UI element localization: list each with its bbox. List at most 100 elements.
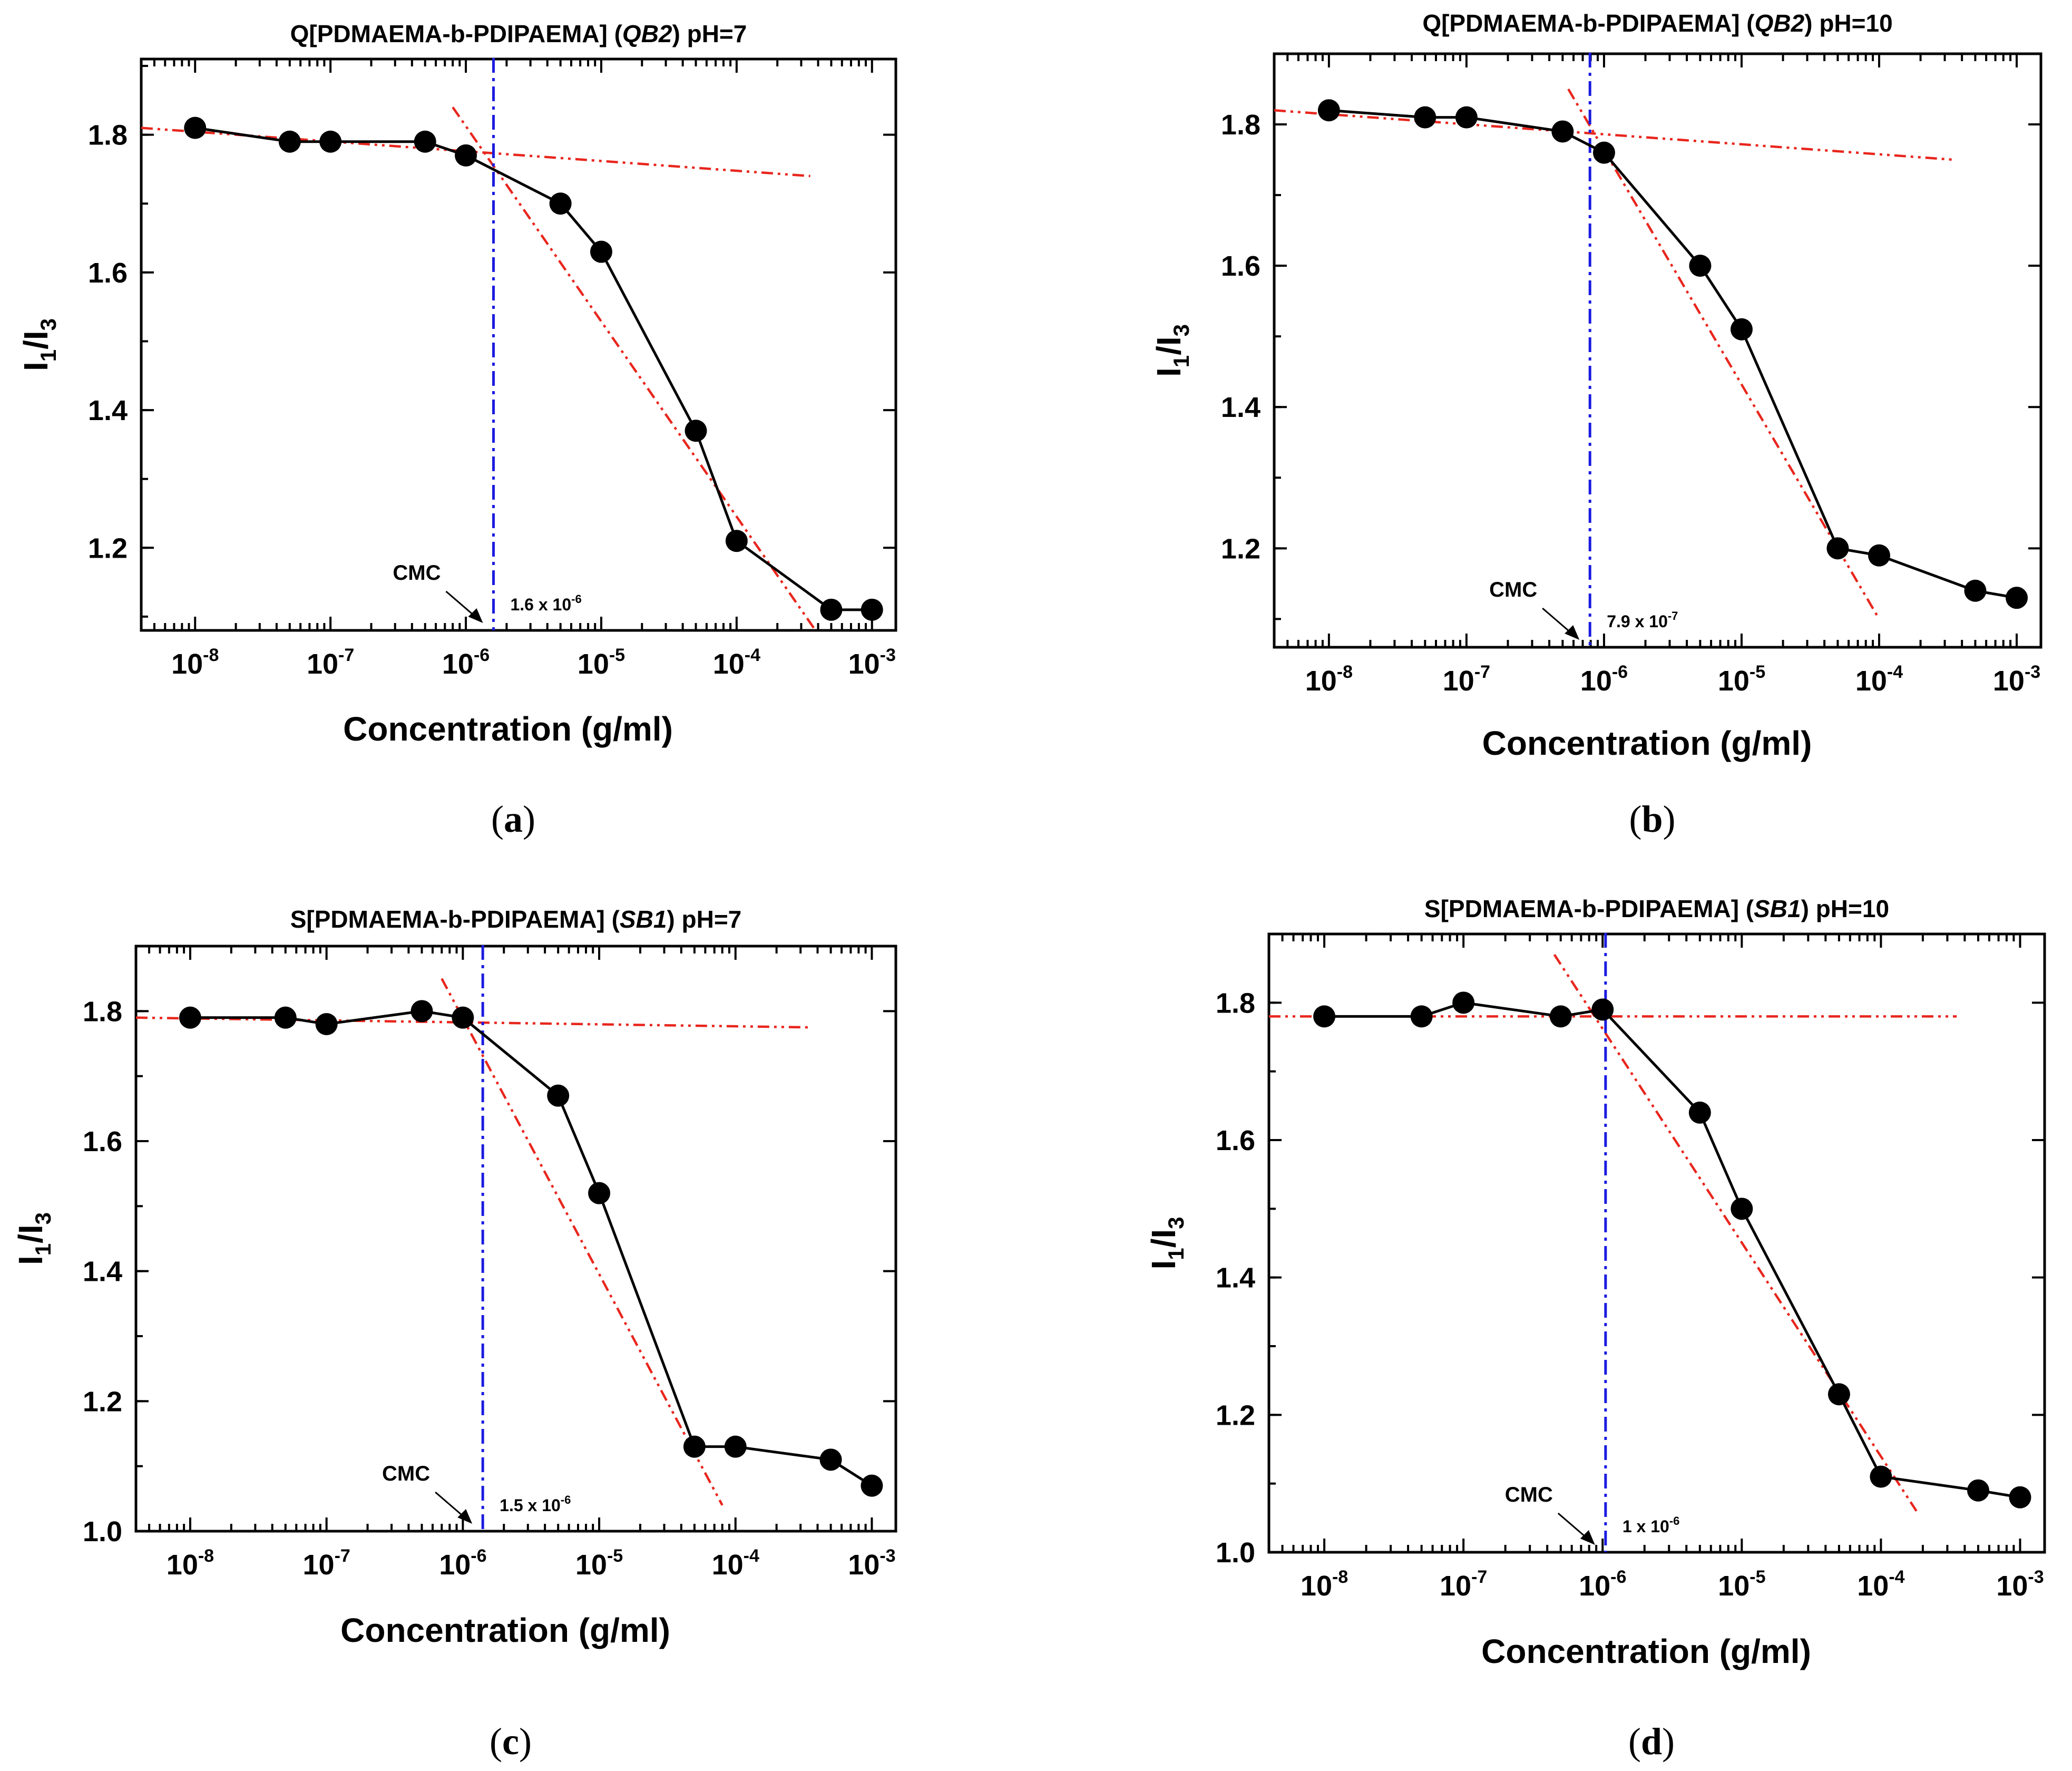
title-sample-code: SB1: [1754, 895, 1801, 922]
title-suffix: ) pH=7: [672, 20, 747, 47]
panel-title: S[PDMAEMA-b-PDIPAEMA] (SB1) pH=7: [290, 906, 742, 933]
cmc-value-exponent: -6: [1669, 1514, 1680, 1527]
title-suffix: ) pH=10: [1804, 9, 1892, 37]
y-tick-label: 1.4: [1221, 392, 1260, 423]
x-tick-label: 10-4: [712, 1546, 759, 1581]
x-tick-exponent: -7: [1474, 662, 1490, 682]
y-axis-label: I1/I3: [12, 1212, 55, 1265]
x-tick-label: 10-5: [578, 645, 625, 680]
data-point: [1317, 99, 1340, 122]
x-tick-mantissa: 10: [1857, 1570, 1889, 1602]
x-tick-mantissa: 10: [575, 1549, 607, 1581]
y-tick-label: 1.4: [88, 395, 128, 426]
x-axis-label: Concentration (g/ml): [340, 1611, 670, 1649]
data-point: [1826, 537, 1849, 560]
y-tick-label: 1.4: [83, 1256, 122, 1288]
data-point: [1591, 998, 1614, 1021]
data-point: [1688, 1101, 1711, 1124]
panel-title: Q[PDMAEMA-b-PDIPAEMA] (QB2) pH=7: [290, 20, 747, 47]
x-tick-label: 10-3: [848, 645, 896, 680]
fit-lines: [1269, 953, 1957, 1512]
cmc-value-mantissa: 1.5 x 10: [500, 1496, 561, 1515]
data-point: [1455, 106, 1478, 129]
y-label-slash: /: [1150, 346, 1188, 355]
x-tick-mantissa: 10: [1996, 1570, 2028, 1602]
x-tick-mantissa: 10: [1580, 665, 1612, 697]
y-label-slash: /: [12, 1234, 50, 1243]
x-tick-mantissa: 10: [1440, 1570, 1471, 1602]
data-point: [819, 1448, 842, 1471]
x-tick-label: 10-7: [302, 1546, 350, 1581]
panel-letter-open: (: [1628, 1720, 1641, 1763]
fit-lines: [1274, 88, 1954, 620]
data-point: [2006, 587, 2028, 609]
cmc-value-mantissa: 1.6 x 10: [510, 595, 571, 614]
data-point: [184, 116, 207, 139]
x-tick-label: 10-3: [1993, 662, 2040, 697]
data-point: [1551, 120, 1574, 143]
cmc-arrow-head: [468, 608, 483, 623]
x-tick-mantissa: 10: [848, 648, 880, 680]
data-point: [319, 130, 342, 153]
y-label-sub1: 1: [36, 349, 61, 362]
x-tick-label: 10-8: [1305, 662, 1353, 697]
y-label-sub1: 1: [1169, 355, 1194, 367]
plot-frame: [1267, 932, 2046, 1554]
x-tick-exponent: -5: [1750, 662, 1765, 682]
y-label-slash: /: [17, 340, 55, 349]
x-tick-mantissa: 10: [1855, 665, 1887, 697]
data-point: [1827, 1383, 1850, 1406]
cmc-value-exponent: -7: [1668, 609, 1678, 622]
chart-panel-b: 10-8 10-7 10-6 10-5 10-4 10-31.21.41.61.8CMC7…: [1150, 9, 2042, 840]
x-tick-exponent: -6: [1610, 1567, 1626, 1587]
y-label-i1: I: [17, 362, 55, 371]
x-axis-label: Concentration (g/ml): [343, 710, 673, 748]
x-tick-label: 10-7: [1443, 662, 1490, 697]
title-prefix: S[PDMAEMA-b-PDIPAEMA] (: [1424, 895, 1754, 922]
y-tick-label: 1.2: [1221, 533, 1260, 565]
x-tick-mantissa: 10: [1305, 665, 1337, 697]
cmc-value-mantissa: 7.9 x 10: [1607, 612, 1668, 631]
cmc-label: CMC: [393, 561, 441, 585]
cmc-value-label: 1 x 10-6: [1623, 1514, 1680, 1536]
x-tick-mantissa: 10: [442, 648, 474, 680]
plot-frame: [134, 945, 897, 1533]
data-point: [724, 1435, 747, 1458]
data-point: [1549, 1005, 1572, 1028]
cmc-value-mantissa: 1 x 10: [1623, 1517, 1669, 1536]
y-axis-label: I1/I3: [17, 318, 61, 371]
x-tick-label: 10-5: [575, 1546, 623, 1581]
data-point: [861, 1474, 883, 1497]
x-tick-exponent: -3: [2028, 1567, 2044, 1587]
panel-letter-close: ): [1663, 798, 1676, 840]
x-tick-exponent: -3: [879, 1546, 895, 1566]
x-tick-exponent: -8: [1332, 1567, 1348, 1587]
fit-lines: [136, 978, 810, 1506]
x-tick-exponent: -4: [1889, 1567, 1904, 1587]
x-tick-exponent: -8: [203, 645, 219, 665]
x-tick-exponent: -4: [1887, 662, 1903, 682]
cmc-value-exponent: -6: [561, 1493, 571, 1506]
panel-title: S[PDMAEMA-b-PDIPAEMA] (SB1) pH=10: [1424, 895, 1889, 922]
fit-line-plateau: [136, 1016, 810, 1029]
x-tick-label: 10-7: [1440, 1567, 1487, 1602]
data-point: [1452, 991, 1475, 1014]
chart-panel-a: 10-8 10-7 10-6 10-5 10-4 10-31.21.41.61.8CMC1…: [17, 20, 897, 840]
x-tick-label: 10-8: [171, 645, 219, 680]
panel-letter-close: ): [523, 798, 535, 840]
y-tick-label: 1.2: [83, 1386, 122, 1417]
data-point: [455, 144, 477, 167]
y-tick-label: 1.6: [1221, 250, 1260, 282]
x-tick-exponent: -6: [1612, 662, 1628, 682]
data-point: [685, 420, 707, 442]
data-point: [1870, 1465, 1892, 1488]
cmc-arrow-shaft: [445, 590, 477, 619]
title-prefix: Q[PDMAEMA-b-PDIPAEMA] (: [1422, 9, 1755, 37]
y-tick-label: 1.2: [1216, 1399, 1255, 1431]
y-label-i3: I: [17, 330, 55, 340]
chart-panel-c: 10-8 10-7 10-6 10-5 10-4 10-31.01.21.41.61.8C…: [12, 906, 897, 1763]
y-label-i1: I: [1150, 367, 1188, 377]
fit-line-slope: [1553, 953, 1918, 1512]
